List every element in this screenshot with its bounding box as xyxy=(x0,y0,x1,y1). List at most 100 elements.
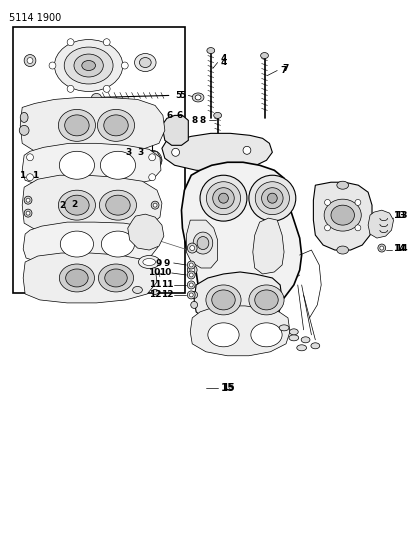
Ellipse shape xyxy=(97,109,134,141)
Ellipse shape xyxy=(190,292,197,298)
Ellipse shape xyxy=(354,225,360,231)
Ellipse shape xyxy=(103,39,110,46)
Ellipse shape xyxy=(279,325,288,331)
Ellipse shape xyxy=(98,264,133,292)
Text: 12: 12 xyxy=(149,290,162,300)
Ellipse shape xyxy=(88,195,95,200)
Ellipse shape xyxy=(106,195,130,215)
Ellipse shape xyxy=(149,158,154,163)
Text: 14: 14 xyxy=(395,244,407,253)
Ellipse shape xyxy=(377,244,385,252)
Polygon shape xyxy=(22,175,162,235)
Polygon shape xyxy=(312,182,371,250)
Ellipse shape xyxy=(100,149,114,163)
Ellipse shape xyxy=(26,198,30,202)
Ellipse shape xyxy=(24,196,32,204)
Polygon shape xyxy=(23,253,157,303)
Ellipse shape xyxy=(243,147,250,154)
Ellipse shape xyxy=(27,174,34,181)
Text: 10: 10 xyxy=(147,269,160,278)
Ellipse shape xyxy=(296,345,306,351)
Ellipse shape xyxy=(26,211,30,215)
Polygon shape xyxy=(190,306,289,356)
Ellipse shape xyxy=(100,151,135,179)
Ellipse shape xyxy=(24,209,32,217)
Ellipse shape xyxy=(67,39,74,46)
Ellipse shape xyxy=(153,203,157,207)
Polygon shape xyxy=(20,98,164,155)
Ellipse shape xyxy=(151,289,158,294)
Text: 12: 12 xyxy=(160,290,173,300)
Ellipse shape xyxy=(34,173,47,187)
Ellipse shape xyxy=(310,343,319,349)
Ellipse shape xyxy=(134,53,156,71)
Ellipse shape xyxy=(101,231,134,257)
Ellipse shape xyxy=(187,243,197,253)
Text: 14: 14 xyxy=(393,244,405,253)
Text: 8: 8 xyxy=(191,116,198,125)
Ellipse shape xyxy=(207,47,214,53)
Ellipse shape xyxy=(27,58,33,63)
Ellipse shape xyxy=(189,246,194,251)
Ellipse shape xyxy=(267,193,276,203)
Ellipse shape xyxy=(324,225,330,231)
Ellipse shape xyxy=(65,195,89,215)
Polygon shape xyxy=(162,116,188,146)
Ellipse shape xyxy=(250,323,281,347)
Bar xyxy=(13,27,184,293)
Ellipse shape xyxy=(59,264,94,292)
Ellipse shape xyxy=(19,125,29,135)
Ellipse shape xyxy=(148,154,155,161)
Ellipse shape xyxy=(49,62,56,69)
Ellipse shape xyxy=(189,268,194,272)
Ellipse shape xyxy=(65,115,89,136)
Ellipse shape xyxy=(60,231,93,257)
Ellipse shape xyxy=(151,201,159,209)
Polygon shape xyxy=(252,218,283,274)
Text: 6: 6 xyxy=(166,111,172,120)
Ellipse shape xyxy=(58,109,95,141)
Text: 8: 8 xyxy=(199,116,206,125)
Polygon shape xyxy=(22,143,161,187)
Ellipse shape xyxy=(187,271,195,279)
Ellipse shape xyxy=(193,232,212,254)
Text: 5: 5 xyxy=(179,91,185,100)
Text: 13: 13 xyxy=(395,211,407,220)
Ellipse shape xyxy=(171,148,179,156)
Polygon shape xyxy=(181,162,301,318)
Ellipse shape xyxy=(20,112,28,123)
Ellipse shape xyxy=(139,58,151,68)
Ellipse shape xyxy=(27,154,34,161)
Text: 11: 11 xyxy=(149,280,162,289)
Ellipse shape xyxy=(301,337,309,343)
Ellipse shape xyxy=(82,61,95,70)
Text: 3: 3 xyxy=(125,148,131,157)
Ellipse shape xyxy=(99,190,136,220)
Ellipse shape xyxy=(103,115,128,136)
Ellipse shape xyxy=(187,291,195,299)
Text: 9: 9 xyxy=(155,259,162,268)
Text: 15: 15 xyxy=(220,383,234,393)
Ellipse shape xyxy=(189,293,193,297)
Text: 5114 1900: 5114 1900 xyxy=(9,13,61,23)
Text: 11: 11 xyxy=(160,280,173,289)
Ellipse shape xyxy=(121,62,128,69)
Ellipse shape xyxy=(260,53,268,59)
Ellipse shape xyxy=(189,283,193,287)
Text: 15: 15 xyxy=(221,383,234,392)
Text: 1: 1 xyxy=(19,171,25,180)
Ellipse shape xyxy=(200,175,246,221)
Ellipse shape xyxy=(254,290,278,310)
Ellipse shape xyxy=(255,182,289,215)
Ellipse shape xyxy=(248,175,295,221)
Polygon shape xyxy=(128,214,164,250)
Ellipse shape xyxy=(190,301,197,309)
Text: 6: 6 xyxy=(176,111,182,120)
Polygon shape xyxy=(142,152,162,169)
Ellipse shape xyxy=(142,259,155,265)
Ellipse shape xyxy=(138,255,160,269)
Polygon shape xyxy=(23,222,157,265)
Ellipse shape xyxy=(289,329,297,335)
Ellipse shape xyxy=(187,261,195,269)
Ellipse shape xyxy=(379,246,383,250)
